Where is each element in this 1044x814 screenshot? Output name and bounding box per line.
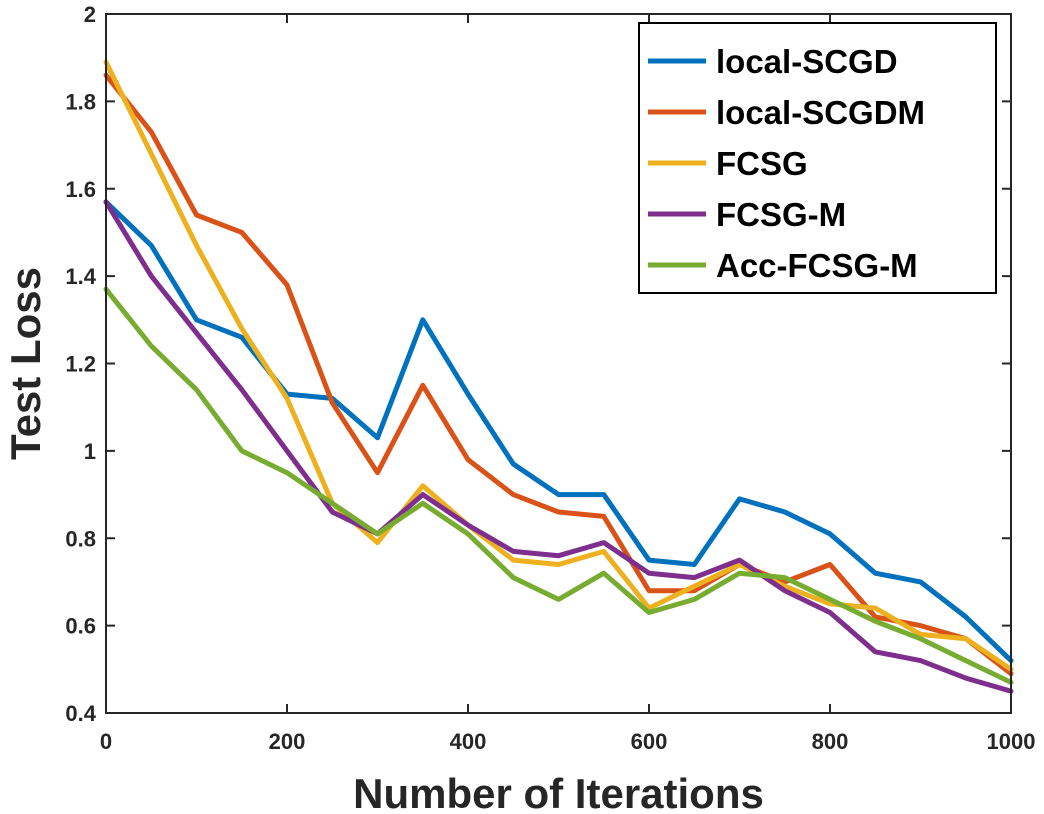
- y-tick-label: 0.6: [65, 614, 96, 639]
- y-tick-label: 1.6: [65, 177, 96, 202]
- x-axis-title: Number of Iterations: [353, 770, 764, 814]
- x-tick-label: 800: [812, 729, 849, 754]
- y-tick-label: 0.4: [65, 701, 96, 726]
- legend-label: local-SCGDM: [716, 94, 925, 131]
- legend-label: FCSG-M: [716, 196, 846, 233]
- legend-box: [638, 22, 997, 294]
- y-tick-label: 1.8: [65, 89, 96, 114]
- x-tick-label: 200: [269, 729, 306, 754]
- y-axis-title: Test Loss: [2, 267, 49, 460]
- y-tick-label: 1: [84, 439, 96, 464]
- y-tick-label: 1.4: [65, 264, 96, 289]
- x-tick-label: 600: [631, 729, 668, 754]
- y-tick-label: 0.8: [65, 526, 96, 551]
- ticks-layer: 0 200 400 600 800 1000 0.4 0.6 0.8 1 1.2 1.4 1.6 1.8 2: [65, 2, 1035, 754]
- x-tick-label: 1000: [987, 729, 1036, 754]
- x-tick-label: 0: [100, 729, 112, 754]
- series-layer: [103, 59, 1014, 694]
- legend-label: FCSG: [716, 145, 808, 182]
- series-line-fcsg-m: [103, 199, 1014, 694]
- x-tick-label: 400: [450, 729, 487, 754]
- y-tick-label: 1.2: [65, 352, 96, 377]
- legend: local-SCGD local-SCGDM FCSG FCSG-M Acc-FCSG-…: [638, 22, 997, 294]
- y-tick-label: 2: [84, 2, 96, 27]
- legend-label: Acc-FCSG-M: [716, 247, 918, 284]
- series-line-acc-fcsg-m: [103, 286, 1014, 685]
- legend-label: local-SCGD: [716, 43, 898, 80]
- series-line-local-scgdm: [103, 72, 1014, 677]
- series-line-fcsg: [103, 59, 1014, 672]
